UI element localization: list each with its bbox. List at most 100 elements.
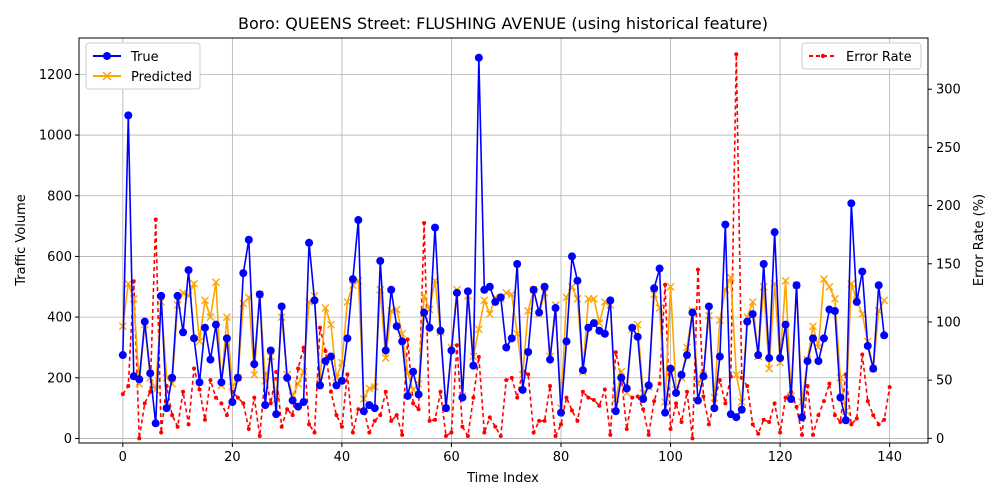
data-point — [887, 385, 892, 390]
data-point — [710, 404, 719, 413]
data-point — [146, 369, 155, 378]
data-point — [367, 430, 372, 435]
data-point — [288, 396, 297, 405]
data-point — [219, 401, 224, 406]
data-point — [838, 420, 843, 425]
data-point — [441, 404, 450, 413]
data-point — [502, 343, 511, 352]
y-right-axis-ticks: 0 50 100 150 200 250 300 — [928, 83, 961, 447]
data-point — [438, 389, 443, 394]
data-point — [420, 308, 429, 317]
data-point — [370, 404, 379, 413]
data-point — [211, 278, 220, 287]
data-point — [591, 397, 596, 402]
data-point — [849, 422, 854, 427]
data-point — [745, 383, 750, 388]
data-point — [420, 291, 429, 300]
data-point — [148, 389, 153, 394]
data-point — [250, 360, 259, 369]
data-point — [706, 422, 711, 427]
data-point — [567, 252, 576, 261]
data-point — [684, 389, 689, 394]
data-point — [416, 407, 421, 412]
data-point — [546, 355, 555, 364]
data-point — [600, 329, 609, 338]
data-point — [184, 266, 193, 275]
data-point — [206, 313, 215, 322]
data-point — [433, 417, 438, 422]
legend-true-marker — [103, 52, 111, 60]
data-point — [376, 256, 385, 265]
x-axis-label: Time Index — [466, 471, 539, 486]
data-point — [613, 350, 618, 355]
data-point — [498, 434, 503, 439]
data-point — [695, 267, 700, 272]
data-point — [717, 378, 722, 383]
data-point — [524, 347, 533, 356]
data-point — [589, 319, 598, 328]
data-point — [781, 320, 790, 329]
data-point — [803, 357, 812, 366]
data-point — [179, 328, 188, 337]
data-point — [471, 395, 476, 400]
data-point — [299, 398, 308, 407]
data-point — [200, 296, 209, 305]
data-point — [526, 372, 531, 377]
data-point — [800, 432, 805, 437]
x-axis-ticks: 0 20 40 60 80 100 120 140 — [119, 443, 902, 465]
data-point — [646, 432, 651, 437]
data-point — [650, 284, 659, 293]
x-tick-label: 140 — [877, 450, 902, 465]
data-point — [551, 304, 560, 312]
x-tick-label: 40 — [334, 450, 351, 465]
data-point — [213, 395, 218, 400]
data-point — [602, 387, 607, 392]
data-point — [827, 381, 832, 386]
data-point — [118, 351, 127, 360]
data-point — [661, 408, 670, 417]
data-point — [557, 408, 566, 417]
data-point — [268, 401, 273, 406]
data-point — [869, 364, 878, 373]
y-left-tick-label: 200 — [47, 371, 72, 386]
data-point — [754, 351, 763, 360]
data-point — [246, 427, 251, 432]
data-point — [321, 304, 330, 312]
data-point — [677, 370, 686, 379]
data-point — [575, 418, 580, 423]
data-point — [537, 418, 542, 423]
x-tick-label: 80 — [553, 450, 570, 465]
data-point — [135, 375, 144, 384]
data-point — [124, 279, 133, 288]
data-point — [157, 291, 166, 300]
data-point — [485, 282, 494, 291]
data-point — [140, 317, 149, 326]
data-point — [168, 373, 177, 382]
data-point — [411, 401, 416, 406]
data-point — [427, 418, 432, 423]
data-point — [422, 221, 427, 226]
data-point — [197, 387, 202, 392]
data-point — [876, 422, 881, 427]
data-point — [882, 417, 887, 422]
data-point — [569, 408, 574, 413]
data-point — [359, 407, 368, 416]
data-point — [865, 399, 870, 404]
data-point — [222, 334, 231, 343]
data-point — [504, 378, 509, 383]
data-point — [173, 291, 182, 300]
data-point — [175, 424, 180, 429]
data-point — [606, 296, 615, 305]
data-point — [770, 228, 779, 237]
data-point — [348, 275, 357, 284]
data-point — [454, 343, 459, 348]
data-point — [874, 281, 883, 290]
data-point — [814, 357, 823, 366]
data-point — [644, 381, 653, 390]
series-line — [122, 57, 885, 424]
data-point — [657, 381, 662, 386]
data-point — [564, 395, 569, 400]
data-point — [190, 279, 199, 288]
data-point — [787, 395, 796, 404]
